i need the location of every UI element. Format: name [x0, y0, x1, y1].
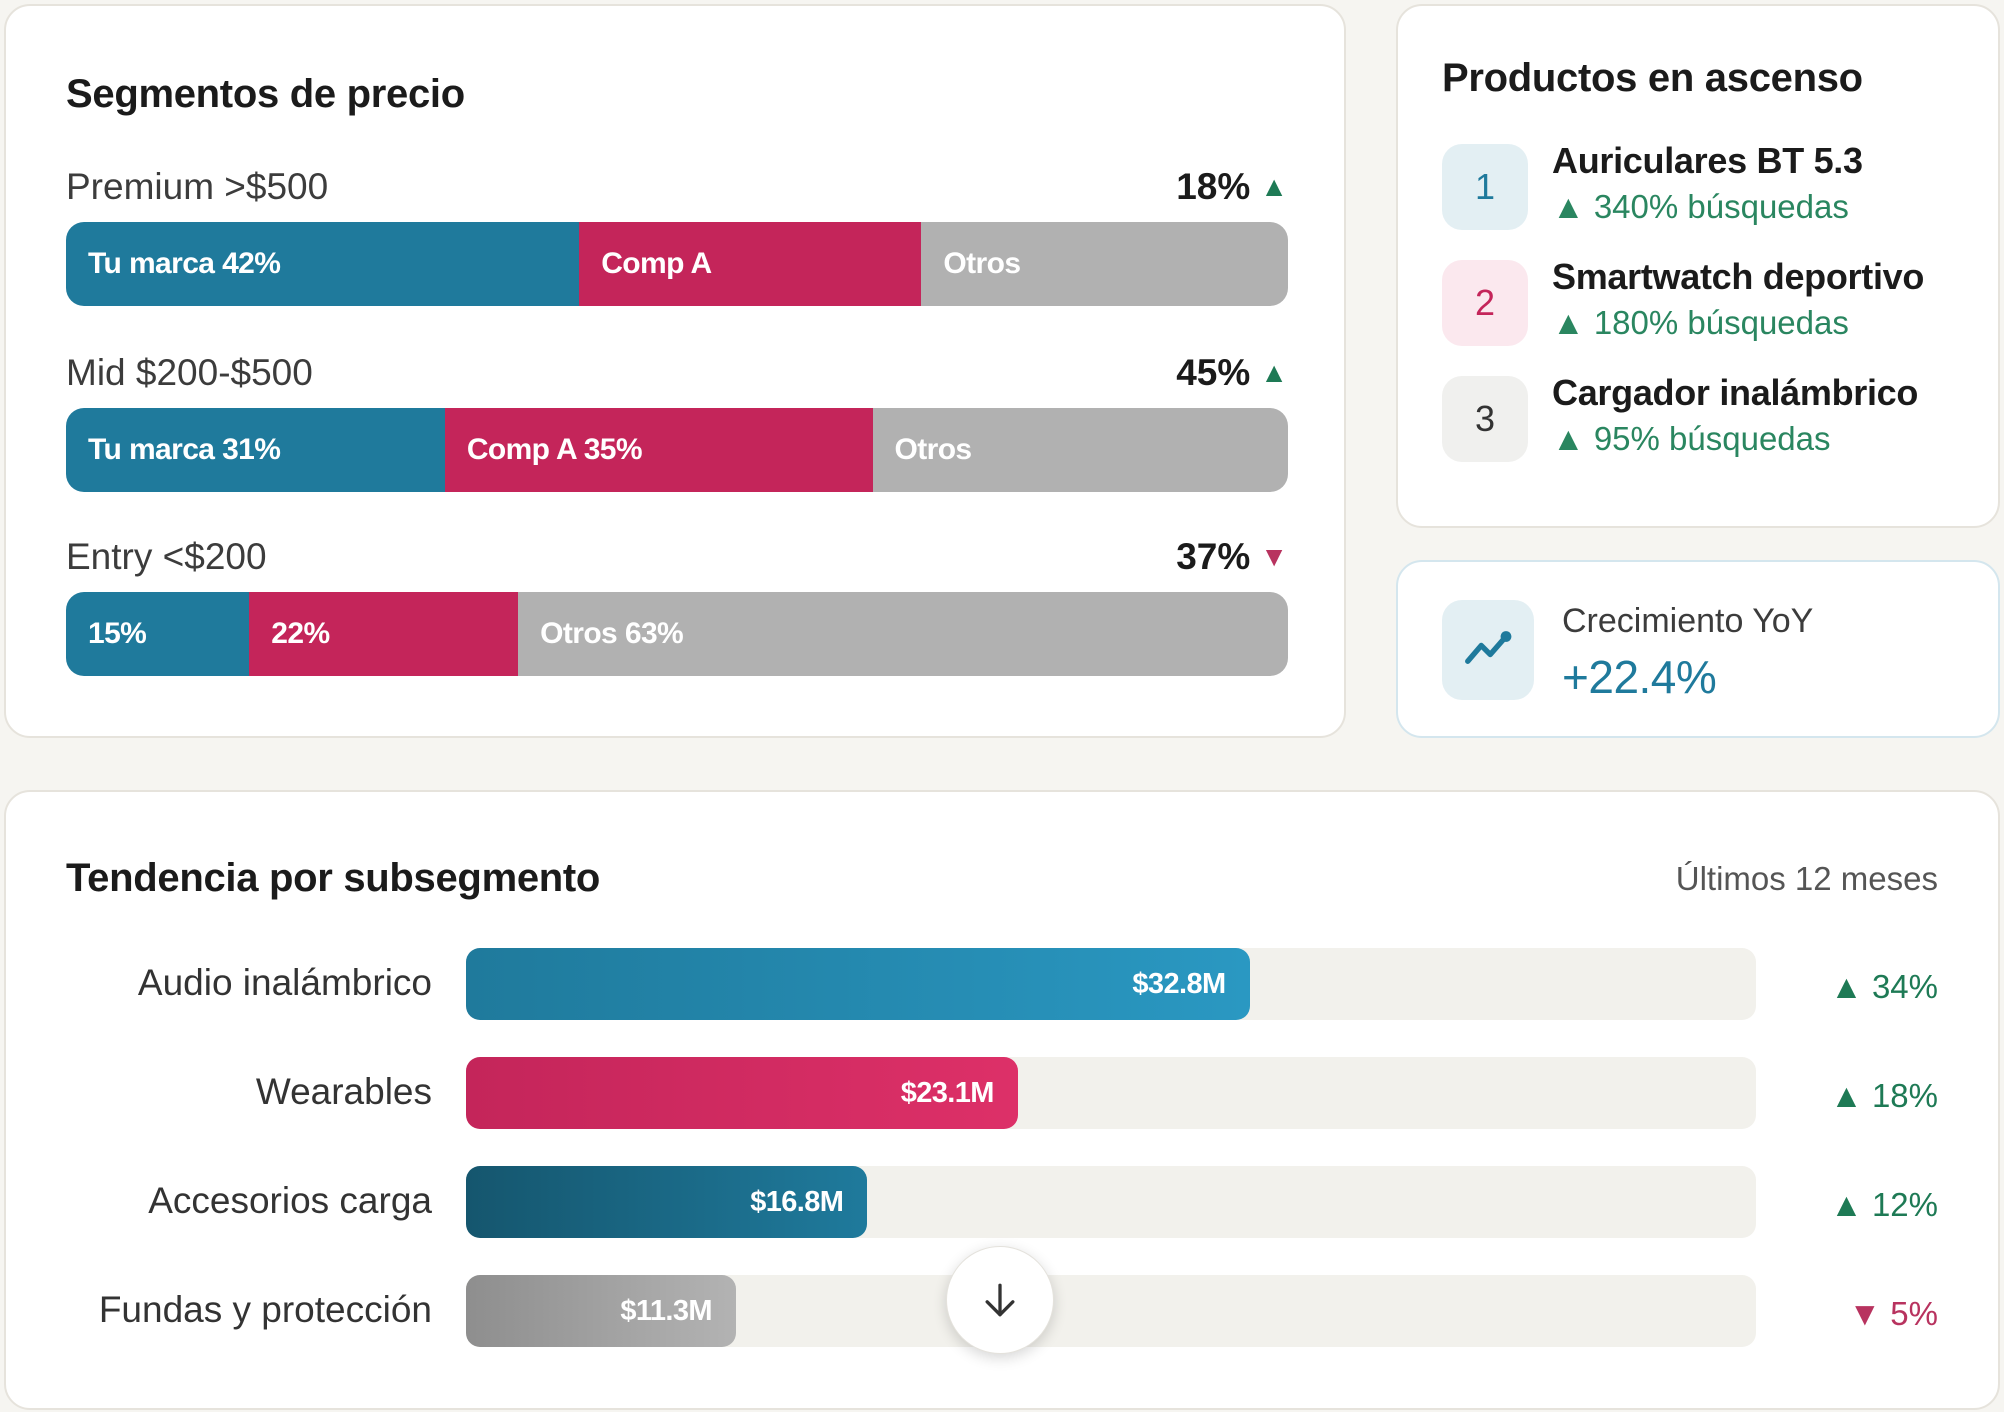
- segment-part-others[interactable]: Otros: [921, 222, 1288, 306]
- segment-part-comp-a[interactable]: 22%: [249, 592, 519, 676]
- segment-stacked-bar[interactable]: Tu marca 42% Comp A Otros: [66, 222, 1288, 306]
- rank-badge: 3: [1442, 376, 1528, 462]
- rising-products-card: Productos en ascenso 1 Auriculares BT 5.…: [1396, 4, 2000, 528]
- rising-products-title: Productos en ascenso: [1442, 56, 1863, 100]
- trend-row: Accesorios carga $16.8M ▲ 12%: [6, 1166, 2002, 1238]
- subsegment-label: Wearables: [255, 1071, 432, 1112]
- period-label: Últimos 12 meses: [1675, 860, 1938, 897]
- rising-product-item[interactable]: 3 Cargador inalámbrico ▲ 95% búsquedas: [1442, 372, 1982, 462]
- subsegment-trend-card: Tendencia por subsegmento Últimos 12 mes…: [4, 790, 2000, 1410]
- product-name: Cargador inalámbrico: [1552, 372, 1919, 413]
- segment-share: 45% ▲: [1176, 352, 1288, 394]
- segment-share: 37% ▼: [1176, 536, 1288, 578]
- rising-product-item[interactable]: 1 Auriculares BT 5.3 ▲ 340% búsquedas: [1442, 140, 1982, 230]
- trend-bar-track[interactable]: $32.8M: [466, 948, 1756, 1020]
- rising-product-item[interactable]: 2 Smartwatch deportivo ▲ 180% búsquedas: [1442, 256, 1982, 346]
- trend-row: Fundas y protección $11.3M ▼ 5%: [6, 1275, 2002, 1347]
- segment-label: Entry <$200: [66, 536, 267, 577]
- trend-bar-fill: $16.8M: [466, 1166, 868, 1238]
- trend-up-icon: ▲: [1260, 171, 1288, 202]
- segment-stacked-bar[interactable]: Tu marca 31% Comp A 35% Otros: [66, 408, 1288, 492]
- segment-share-value: 37%: [1176, 536, 1251, 577]
- arrow-down-icon: [985, 1283, 1015, 1317]
- trend-bar-track[interactable]: $16.8M: [466, 1166, 1756, 1238]
- trend-delta: ▲ 12%: [1830, 1186, 1938, 1223]
- segment-mid: Mid $200-$500 45% ▲ Tu marca 31% Comp A …: [66, 352, 1288, 502]
- segment-share: 18% ▲: [1176, 166, 1288, 208]
- yoy-label: Crecimiento YoY: [1562, 602, 1814, 640]
- trend-down-icon: ▼: [1260, 541, 1288, 572]
- trend-bar-fill: $32.8M: [466, 948, 1250, 1020]
- segment-share-value: 18%: [1176, 166, 1251, 207]
- yoy-value: +22.4%: [1562, 651, 1717, 703]
- segment-part-comp-a[interactable]: Comp A 35%: [444, 408, 873, 492]
- trending-up-icon: [1442, 600, 1534, 700]
- trend-bar-track[interactable]: $23.1M: [466, 1057, 1756, 1129]
- rank-badge: 2: [1442, 260, 1528, 346]
- yoy-growth-card: Crecimiento YoY +22.4%: [1396, 560, 2000, 738]
- trend-bar-fill: $23.1M: [466, 1057, 1018, 1129]
- segment-part-brand[interactable]: Tu marca 31%: [66, 408, 445, 492]
- segment-label: Mid $200-$500: [66, 352, 313, 393]
- product-name: Smartwatch deportivo: [1552, 256, 1925, 297]
- segment-label: Premium >$500: [66, 166, 329, 207]
- segment-part-brand[interactable]: 15%: [66, 592, 250, 676]
- search-growth: ▲ 340% búsquedas: [1552, 188, 1849, 225]
- trend-up-icon: ▲: [1260, 357, 1288, 388]
- segment-premium: Premium >$500 18% ▲ Tu marca 42% Comp A …: [66, 166, 1288, 316]
- price-segments-card: Segmentos de precio Premium >$500 18% ▲ …: [4, 4, 1346, 738]
- trend-bar-track[interactable]: $11.3M: [466, 1275, 1756, 1347]
- trend-row: Audio inalámbrico $32.8M ▲ 34%: [6, 948, 2002, 1020]
- search-growth: ▲ 95% búsquedas: [1552, 420, 1831, 457]
- price-segments-title: Segmentos de precio: [66, 72, 465, 116]
- trend-delta: ▼ 5%: [1848, 1295, 1938, 1332]
- rank-badge: 1: [1442, 144, 1528, 230]
- segment-stacked-bar[interactable]: 15% 22% Otros 63%: [66, 592, 1288, 676]
- subsegment-label: Fundas y protección: [98, 1289, 432, 1330]
- scroll-down-button[interactable]: [946, 1246, 1054, 1354]
- trend-row: Wearables $23.1M ▲ 18%: [6, 1057, 2002, 1129]
- search-growth: ▲ 180% búsquedas: [1552, 304, 1849, 341]
- segment-share-value: 45%: [1176, 352, 1251, 393]
- segment-part-others[interactable]: Otros 63%: [518, 592, 1288, 676]
- segment-part-brand[interactable]: Tu marca 42%: [66, 222, 580, 306]
- trend-bar-fill: $11.3M: [466, 1275, 736, 1347]
- subsegment-label: Accesorios carga: [148, 1180, 432, 1221]
- segment-part-comp-a[interactable]: Comp A: [579, 222, 922, 306]
- product-name: Auriculares BT 5.3: [1552, 140, 1863, 181]
- segment-entry: Entry <$200 37% ▼ 15% 22% Otros 63%: [66, 536, 1288, 686]
- subsegment-label: Audio inalámbrico: [137, 962, 432, 1003]
- subsegment-trend-title: Tendencia por subsegmento: [66, 856, 601, 900]
- trend-delta: ▲ 18%: [1830, 1077, 1938, 1114]
- segment-part-others[interactable]: Otros: [872, 408, 1288, 492]
- trend-delta: ▲ 34%: [1830, 968, 1938, 1005]
